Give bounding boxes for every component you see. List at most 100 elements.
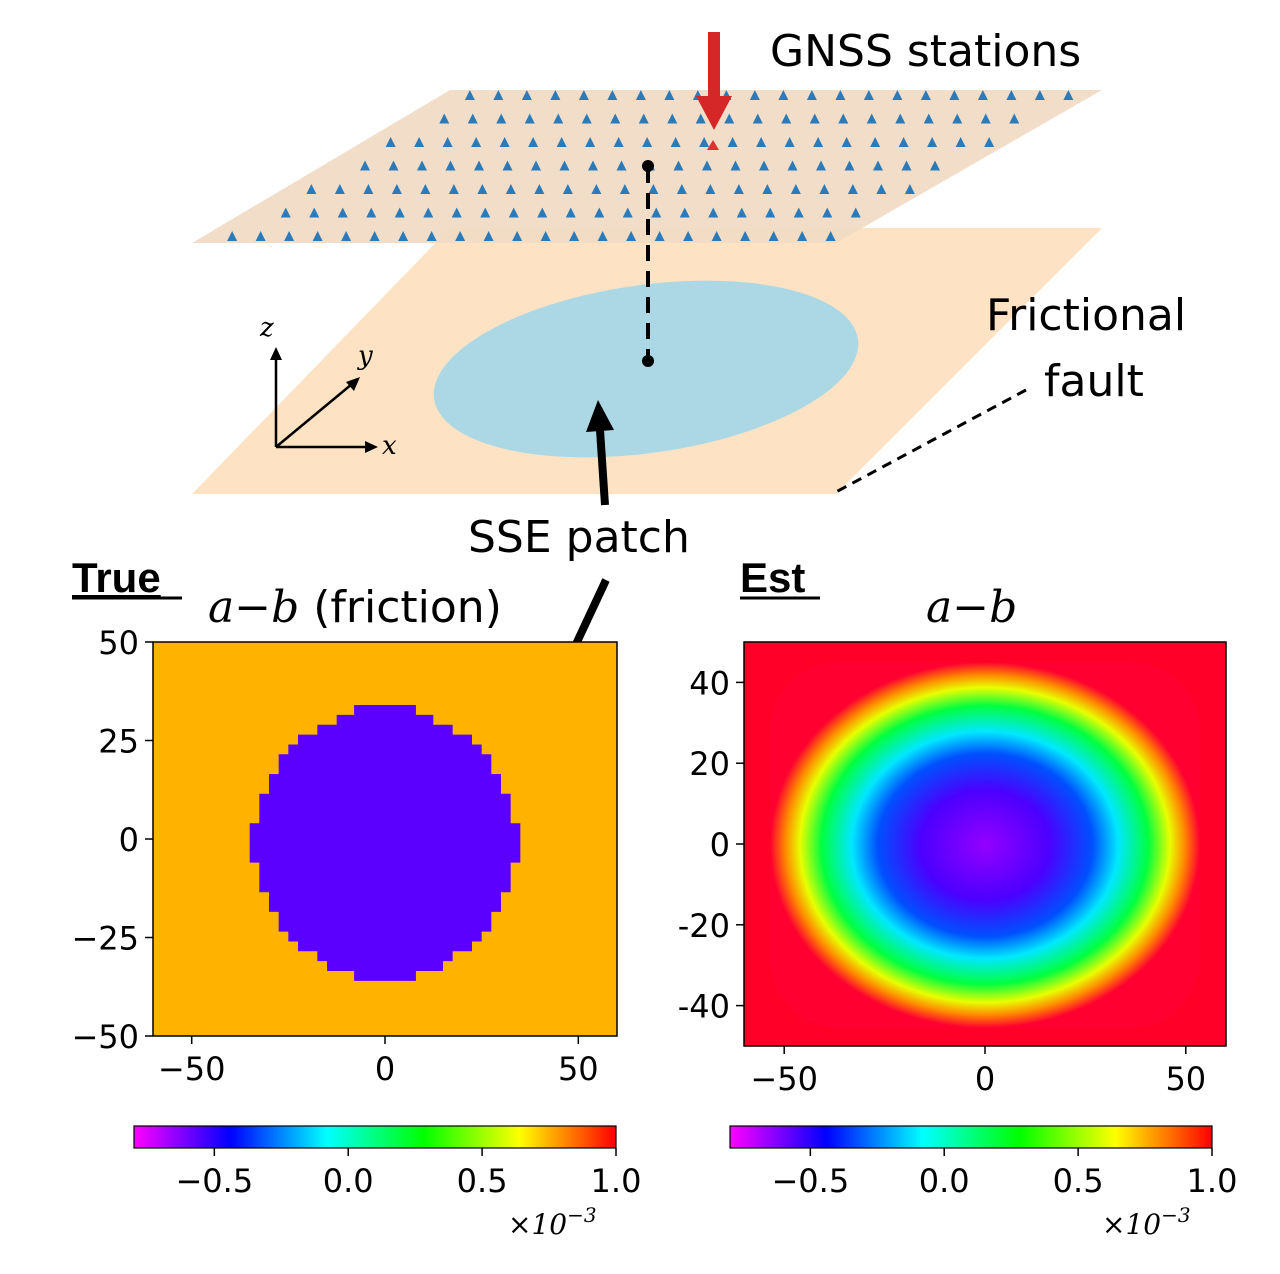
gnss-station-marker [863, 90, 874, 100]
gnss-station-marker [480, 207, 491, 218]
gnss-station-marker [635, 90, 646, 100]
gnss-station-marker [594, 207, 605, 218]
gnss-station-marker [901, 160, 912, 171]
fault-leader-line [835, 388, 1027, 494]
gnss-station-marker [1063, 90, 1074, 100]
gnss-station-marker [765, 207, 776, 218]
sse-patch [433, 280, 859, 458]
gnss-station-marker [711, 231, 722, 241]
gnss-station-marker [920, 90, 931, 100]
gnss-station-marker [499, 137, 510, 147]
gnss-station-marker [784, 137, 795, 147]
gnss-station-marker [255, 231, 266, 241]
gnss-station-marker [505, 184, 516, 194]
gnss-station-marker [1034, 90, 1045, 100]
gnss-station-marker [556, 137, 567, 147]
gnss-station-marker [553, 113, 564, 124]
sse-arrow-up [586, 400, 614, 506]
true-title-suffix: (friction) [299, 582, 502, 633]
gnss-station-marker [455, 231, 466, 241]
gnss-station-marker [930, 160, 940, 171]
coordinate-axes [270, 347, 378, 453]
gnss-station-marker [730, 160, 741, 171]
gnss-station-marker [651, 207, 662, 218]
gnss-station-grid [227, 90, 1074, 241]
gnss-station-marker [778, 90, 789, 100]
true-title: a−b (friction) [208, 582, 502, 633]
gnss-station-marker [426, 231, 437, 241]
gnss-station-marker [334, 184, 345, 194]
gnss-station-marker [642, 137, 653, 147]
gnss-station-marker [388, 160, 399, 171]
gnss-station-marker [474, 160, 484, 171]
gnss-station-marker [850, 207, 861, 218]
gnss-station-marker [676, 184, 687, 194]
true-ytick-label: 25 [98, 723, 139, 761]
gnss-station-marker [699, 137, 710, 147]
axis-z-label: z [259, 313, 274, 343]
gnss-station-marker [550, 90, 561, 100]
gnss-station-marker [616, 160, 627, 171]
est-xtick-label: 0 [975, 1060, 995, 1098]
true-cbtick-label: 0.5 [457, 1162, 508, 1200]
gnss-station-marker [394, 207, 405, 218]
gnss-station-marker [724, 113, 735, 124]
est-panel: Est a−b 40 20 0 -20 -40 −50 0 50 −0.5 0.0 0.5 1.0… [678, 554, 1238, 1241]
gnss-station-marker [695, 113, 706, 124]
est-tag: Est [740, 554, 805, 601]
gnss-station-marker [540, 231, 551, 241]
gnss-station-marker [673, 160, 684, 171]
gnss-station-marker [740, 231, 751, 241]
gnss-station-marker [398, 231, 409, 241]
est-cbtick-label: 0.5 [1053, 1162, 1104, 1200]
gnss-station-marker [756, 137, 767, 147]
true-cbtick-label: −0.5 [175, 1162, 253, 1200]
gnss-station-marker [793, 207, 804, 218]
gnss-station-marker [512, 231, 523, 241]
gnss-station-marker [448, 184, 459, 194]
est-ytick-label: 0 [710, 826, 730, 864]
gnss-station-marker [822, 207, 833, 218]
est-ytick-label: 40 [689, 664, 730, 702]
gnss-station-marker [825, 231, 836, 241]
gnss-station-marker [984, 137, 995, 147]
gnss-station-marker [847, 184, 858, 194]
gnss-station-marker [493, 90, 504, 100]
gnss-station-marker [733, 184, 744, 194]
est-xtick-label: −50 [750, 1060, 818, 1098]
station-arrow [696, 32, 732, 130]
gnss-station-marker [638, 113, 649, 124]
est-colorbar-scale: ×10−3 [1102, 1203, 1191, 1241]
gnss-station-marker [531, 160, 541, 171]
true-xtick-label: 50 [558, 1050, 599, 1088]
gnss-station-marker [809, 113, 820, 124]
gnss-station-marker [591, 184, 602, 194]
est-xtick-label: 50 [1165, 1060, 1206, 1098]
true-panel: True a−b (friction) 50 25 0 −25 −50 −50 0 50 −… [71, 554, 641, 1241]
true-ytick-label: 0 [119, 821, 139, 859]
gnss-station-marker [679, 207, 690, 218]
true-sse-patch [249, 705, 521, 981]
gnss-station-marker [806, 90, 817, 100]
gnss-station-marker [565, 207, 576, 218]
gnss-station-marker [613, 137, 624, 147]
est-ytick-label: 20 [689, 745, 730, 783]
gnss-station-marker [521, 90, 532, 100]
gnss-station-marker [420, 184, 431, 194]
gnss-station-marker [727, 137, 738, 147]
axis-y-label: y [357, 341, 373, 371]
gnss-station-marker [648, 184, 659, 194]
gnss-station-marker [363, 184, 374, 194]
gnss-station-marker [369, 231, 380, 241]
gnss-station-marker [670, 137, 681, 147]
gnss-station-marker [439, 113, 450, 124]
fault-diagram: z y x GNSS stations Frictional fault SSE… [192, 26, 1186, 760]
gnss-station-marker [813, 137, 824, 147]
gnss-station-marker [708, 207, 719, 218]
true-cbtick-label: 1.0 [591, 1162, 642, 1200]
gnss-station-marker [1006, 90, 1017, 100]
est-field [770, 662, 1200, 1028]
gnss-station-marker [309, 207, 320, 218]
highlighted-station-marker [707, 140, 719, 150]
gnss-station-marker [284, 231, 295, 241]
